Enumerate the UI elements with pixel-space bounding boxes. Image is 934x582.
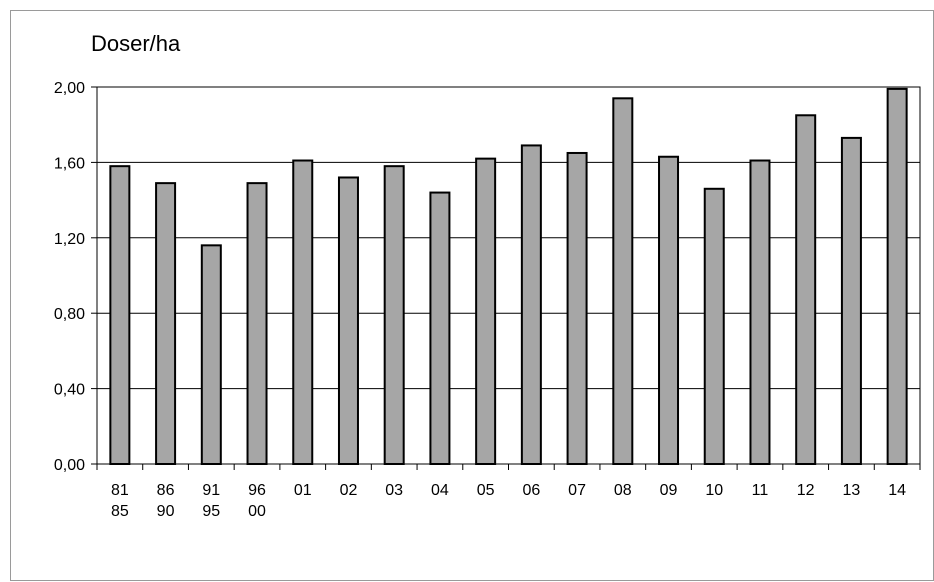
x-tick-label: 14 [888, 482, 906, 499]
y-tick-label: 0,80 [54, 306, 85, 323]
bar [795, 114, 817, 466]
x-tick-label: 04 [431, 482, 449, 499]
bar [292, 159, 314, 465]
x-tick-label: 91 [202, 482, 220, 499]
chart-frame: Doser/ha 0,00 0,40 0,80 1,20 1,60 2,00 81 85 86… [10, 10, 934, 581]
x-tick-label: 86 [157, 482, 175, 499]
x-tick-label: 00 [248, 503, 266, 520]
y-tick-label: 1,20 [54, 231, 85, 248]
x-tick-label: 02 [340, 482, 358, 499]
y-axis-ticks: 0,00 0,40 0,80 1,20 1,60 2,00 [54, 80, 97, 474]
bar-chart: Doser/ha 0,00 0,40 0,80 1,20 1,60 2,00 81 85 86… [54, 31, 921, 520]
x-tick-label: 13 [843, 482, 861, 499]
bars [109, 87, 908, 466]
y-tick-label: 0,40 [54, 382, 85, 399]
x-tick-label: 95 [202, 503, 220, 520]
y-tick-label: 1,60 [54, 155, 85, 172]
bar [429, 191, 451, 465]
plot-area: 0,00 0,40 0,80 1,20 1,60 2,00 81 85 86 90 91 95 96 0… [54, 80, 921, 520]
bar [566, 151, 588, 465]
bar [383, 165, 405, 465]
x-tick-label: 05 [477, 482, 495, 499]
bar [109, 165, 131, 465]
x-tick-label: 12 [797, 482, 815, 499]
bar [886, 87, 908, 465]
bar [246, 182, 268, 465]
x-tick-label: 03 [385, 482, 403, 499]
y-tick-label: 2,00 [54, 80, 85, 97]
x-axis-ticks: 81 85 86 90 91 95 96 00 01 02 03 04 05 06 07 08 09 10 11 12… [96, 464, 921, 520]
y-tick-label: 0,00 [54, 457, 85, 474]
x-tick-label: 09 [660, 482, 678, 499]
x-tick-label: 85 [111, 503, 129, 520]
x-tick-label: 96 [248, 482, 266, 499]
gridlines [97, 161, 920, 390]
y-axis-title: Doser/ha [91, 31, 181, 56]
x-tick-label: 01 [294, 482, 312, 499]
bar [520, 144, 542, 465]
x-tick-label: 06 [522, 482, 540, 499]
x-tick-label: 81 [111, 482, 129, 499]
x-tick-label: 07 [568, 482, 586, 499]
x-tick-label: 11 [752, 482, 769, 499]
bar [703, 187, 725, 465]
bar [155, 182, 177, 465]
bar [612, 97, 634, 465]
bar [337, 176, 359, 465]
bar [749, 159, 771, 465]
x-tick-label: 10 [705, 482, 723, 499]
bar [200, 244, 222, 465]
x-tick-label: 90 [157, 503, 175, 520]
bar [840, 136, 862, 466]
bar [475, 157, 497, 465]
bar [658, 155, 680, 465]
x-tick-label: 08 [614, 482, 632, 499]
plot-border [96, 86, 921, 465]
